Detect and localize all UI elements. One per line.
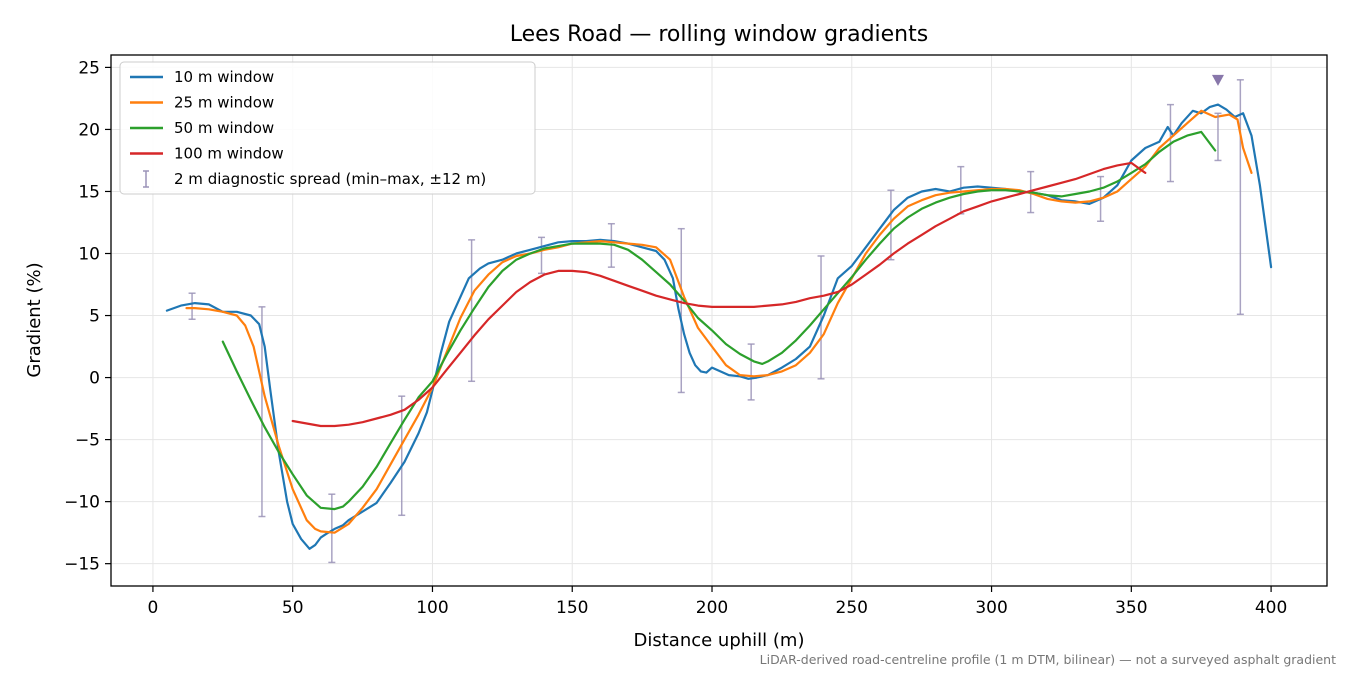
x-tick-label: 250: [836, 598, 868, 618]
x-tick-label: 350: [1115, 598, 1147, 618]
error-bar: [747, 343, 755, 401]
peak-error-bar: [1214, 112, 1222, 162]
chart-title: Lees Road — rolling window gradients: [510, 22, 928, 47]
x-tick-label: 200: [696, 598, 728, 618]
error-bar: [328, 493, 336, 564]
y-tick-label: −15: [64, 555, 100, 575]
error-bar: [1236, 79, 1244, 316]
series-lines: [165, 103, 1273, 550]
x-axis-ticks: 0 50 100 150 200 250 300 350 400: [148, 586, 1287, 618]
x-tick-label: 0: [148, 598, 159, 618]
x-tick-label: 300: [975, 598, 1007, 618]
y-tick-label: 25: [78, 58, 100, 78]
legend-errorbar-swatch: [143, 170, 149, 188]
y-tick-label: −5: [75, 431, 100, 451]
legend: 10 m window 25 m window 50 m window 100 m w…: [119, 61, 536, 195]
error-bar: [188, 292, 196, 321]
y-tick-label: 15: [78, 182, 100, 202]
error-bar: [258, 306, 266, 518]
legend-label: 2 m diagnostic spread (min–max, ±12 m): [174, 170, 486, 188]
error-bar: [677, 227, 685, 394]
series-line-2: [185, 109, 1253, 534]
peak-marker: [1211, 74, 1224, 86]
series-line-3: [221, 130, 1217, 511]
x-tick-label: 50: [282, 598, 304, 618]
legend-box: [119, 61, 536, 195]
x-tick-label: 150: [556, 598, 588, 618]
source-note: LiDAR-derived road-centreline profile (1…: [760, 652, 1336, 667]
error-bar: [398, 395, 406, 517]
y-tick-label: 0: [89, 369, 100, 389]
plot-frame: [110, 54, 1328, 587]
y-tick-label: 5: [89, 307, 100, 327]
error-bar: [537, 236, 545, 275]
y-tick-label: −10: [64, 493, 100, 513]
error-bar: [887, 189, 895, 261]
legend-label: 10 m window: [174, 68, 274, 86]
x-tick-label: 100: [416, 598, 448, 618]
y-tick-label: 10: [78, 245, 100, 265]
y-axis-ticks: −15 −10 −5 0 5 10 15 20 25: [64, 58, 111, 575]
x-tick-label: 400: [1255, 598, 1287, 618]
series-line-4: [291, 161, 1147, 428]
y-tick-label: 20: [78, 120, 100, 140]
legend-label: 50 m window: [174, 119, 274, 137]
x-axis-label: Distance uphill (m): [634, 630, 805, 651]
legend-label: 25 m window: [174, 94, 274, 112]
legend-label: 100 m window: [174, 145, 284, 163]
error-bar: [817, 255, 825, 380]
y-axis-label: Gradient (%): [24, 262, 45, 377]
peak-marker-group: [1211, 74, 1224, 162]
